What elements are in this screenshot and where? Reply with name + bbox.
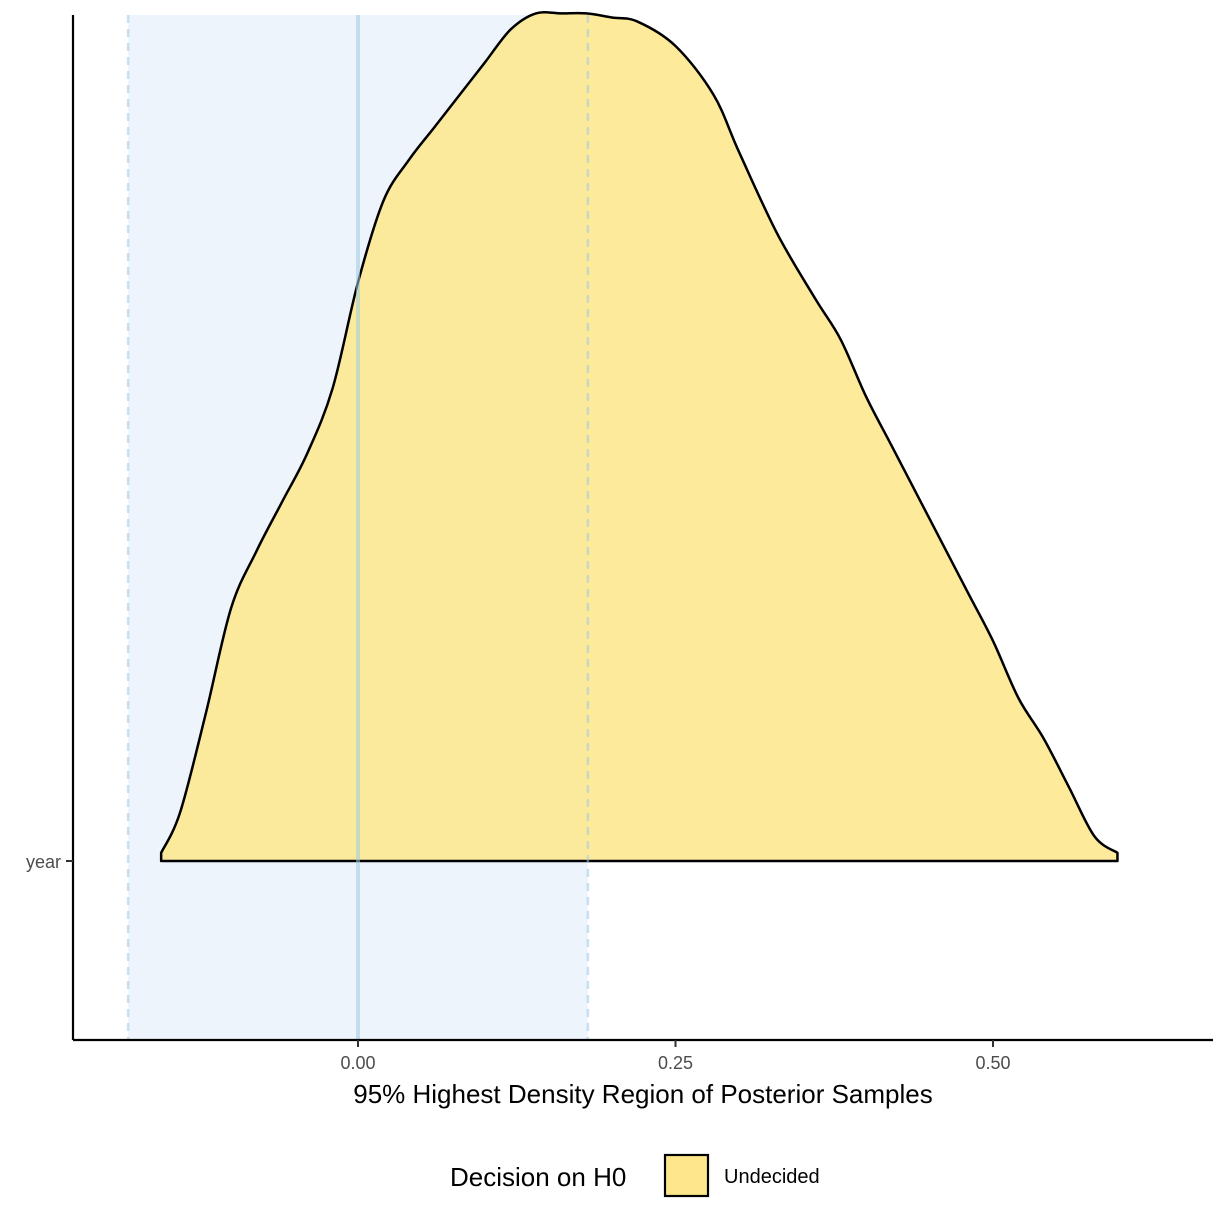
legend-title: Decision on H0 <box>450 1162 626 1192</box>
x-tick-label: 0.50 <box>975 1053 1010 1073</box>
y-axis-ticks: year <box>26 852 73 872</box>
x-tick-label: 0.25 <box>658 1053 693 1073</box>
y-tick-label: year <box>26 852 61 872</box>
legend-key-undecided <box>663 1153 710 1198</box>
density-area-year <box>159 10 1119 863</box>
x-axis-title: 95% Highest Density Region of Posterior … <box>353 1079 933 1109</box>
x-tick-label: 0.00 <box>340 1053 375 1073</box>
legend-label-undecided: Undecided <box>724 1166 820 1188</box>
legend: Decision on H0 Undecided <box>450 1153 820 1198</box>
x-axis-ticks: 0.00 0.25 0.50 <box>340 1040 1011 1073</box>
